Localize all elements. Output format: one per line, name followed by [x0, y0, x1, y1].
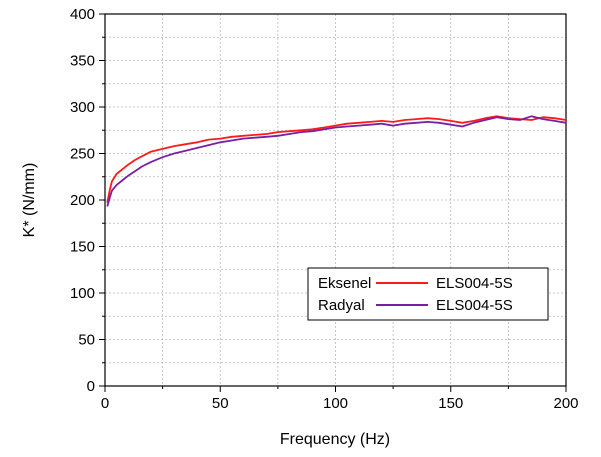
legend-box — [307, 267, 549, 321]
y-tick-label: 150 — [70, 239, 95, 256]
y-tick-label: 0 — [87, 378, 95, 395]
x-tick-label: 200 — [553, 395, 578, 412]
y-tick-label: 50 — [78, 332, 95, 349]
y-tick-label: 300 — [70, 99, 95, 116]
y-tick-label: 350 — [70, 53, 95, 70]
series-line-0 — [106, 115, 567, 203]
legend-label-1: ELS004-5S — [436, 297, 513, 314]
x-tick-label: 100 — [323, 395, 348, 412]
series-line-1 — [106, 115, 567, 207]
tick-marks — [99, 13, 567, 392]
y-tick-label: 400 — [70, 6, 95, 23]
y-tick-label: 100 — [70, 285, 95, 302]
y-tick-label: 200 — [70, 192, 95, 209]
legend-group-1: Radyal — [318, 297, 365, 314]
legend-group-0: Eksenel — [318, 275, 371, 292]
legend: Eksenel ELS004-5S Radyal ELS004-5S — [307, 267, 549, 321]
legend-label-0: ELS004-5S — [436, 275, 513, 292]
tick-labels: 0 50 100 150 200 0 50 100 150 200 250 300 350 400 — [70, 6, 579, 412]
y-tick-label: 250 — [70, 146, 95, 163]
x-tick-label: 150 — [438, 395, 463, 412]
x-tick-label: 50 — [212, 395, 229, 412]
grid-lines — [105, 14, 566, 386]
x-tick-label: 0 — [101, 395, 109, 412]
y-axis-title: K* (N/mm) — [21, 163, 38, 238]
series-lines — [106, 115, 567, 207]
x-axis-title: Frequency (Hz) — [280, 431, 390, 448]
